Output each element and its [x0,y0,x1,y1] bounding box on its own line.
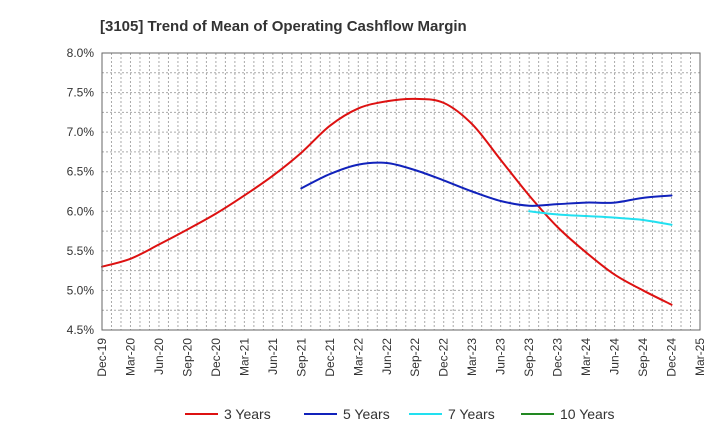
x-tick-label: Sep-24 [636,338,650,377]
x-tick-label: Jun-21 [266,338,280,375]
x-tick-label: Mar-21 [237,338,251,376]
x-tick-label: Jun-24 [608,338,622,375]
series-line-7-years [528,210,673,226]
x-tick-label: Dec-24 [665,338,679,377]
chart-title: [3105] Trend of Mean of Operating Cashfl… [100,18,467,35]
x-tick-label: Jun-23 [494,338,508,375]
x-tick-label: Dec-22 [437,338,451,377]
x-tick-label: Sep-21 [294,338,308,377]
y-axis-ticks: 4.5% 5.0% 5.5% 6.0% 6.5% 7.0% 7.5% 8.0% [67,46,95,337]
x-tick-label: Dec-20 [209,338,223,377]
x-tick-label: Dec-21 [323,338,337,377]
x-axis-ticks: Dec-19 Mar-20 Jun-20 Sep-20 Dec-20 Mar-21 Jun-… [95,338,707,377]
x-tick-label: Jun-20 [152,338,166,375]
x-tick-label: Mar-23 [465,338,479,376]
y-tick-label: 4.5% [67,323,95,337]
x-tick-label: Dec-23 [551,338,565,377]
series-lines [101,97,673,306]
legend-label-5-years: 5 Years [343,406,390,422]
plot-frame [101,52,701,331]
series-line-3-years [101,97,673,306]
y-tick-label: 8.0% [67,46,95,60]
y-tick-label: 7.5% [67,86,95,100]
legend-label-10-years: 10 Years [560,406,615,422]
series-line-5-years [300,161,673,207]
legend-label-3-years: 3 Years [224,406,271,422]
x-tick-label: Mar-24 [579,338,593,376]
y-tick-label: 5.0% [67,283,95,297]
grid [102,53,700,330]
x-tick-label: Jun-22 [380,338,394,375]
x-tick-label: Sep-23 [522,338,536,377]
x-tick-label: Mar-25 [693,338,707,376]
y-tick-label: 6.5% [67,165,95,179]
y-tick-label: 7.0% [67,125,95,139]
y-tick-label: 6.0% [67,204,95,218]
legend: 3 Years 5 Years 7 Years 10 Years [185,406,615,422]
x-tick-label: Mar-20 [123,338,137,376]
x-tick-label: Sep-20 [180,338,194,377]
x-tick-label: Mar-22 [351,338,365,376]
x-tick-label: Dec-19 [95,338,109,377]
x-tick-label: Sep-22 [408,338,422,377]
legend-label-7-years: 7 Years [448,406,495,422]
y-tick-label: 5.5% [67,244,95,258]
